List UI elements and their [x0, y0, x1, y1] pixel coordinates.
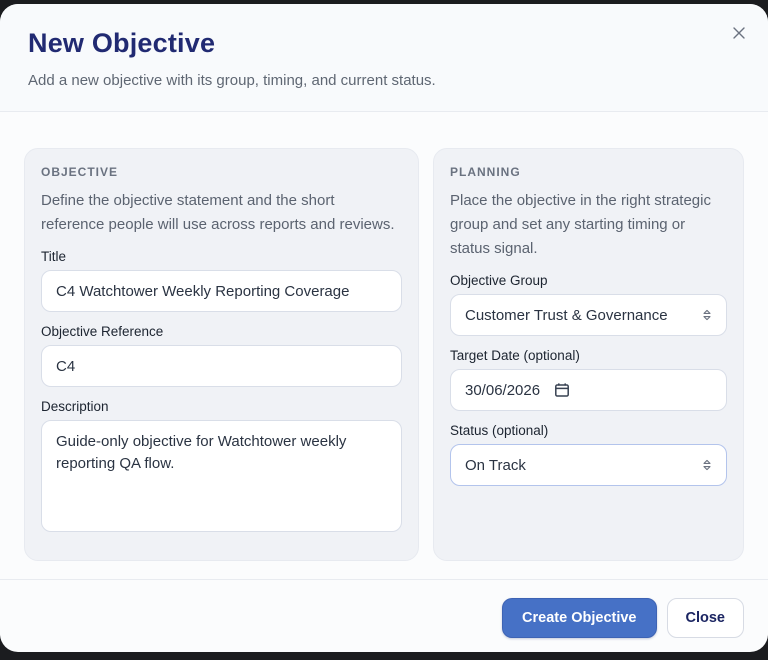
- dialog-body: OBJECTIVE Define the objective statement…: [0, 112, 768, 561]
- objective-group-select[interactable]: Customer Trust & Governance: [450, 294, 727, 336]
- objective-group-label: Objective Group: [450, 273, 548, 288]
- dialog-subtitle: Add a new objective with its group, timi…: [28, 72, 436, 89]
- new-objective-dialog: New Objective Add a new objective with i…: [0, 4, 768, 652]
- dialog-footer: Create Objective Close: [0, 579, 768, 652]
- calendar-icon[interactable]: [554, 382, 570, 398]
- close-icon: [732, 26, 746, 40]
- planning-panel-heading: PLANNING: [450, 165, 521, 179]
- target-date-input[interactable]: 30/06/2026: [450, 369, 727, 411]
- status-select[interactable]: On Track: [450, 444, 727, 486]
- status-label: Status (optional): [450, 423, 549, 438]
- objective-group-value: Customer Trust & Governance: [465, 306, 668, 324]
- planning-panel: PLANNING Place the objective in the righ…: [433, 148, 744, 561]
- title-input[interactable]: [41, 270, 402, 312]
- description-label: Description: [41, 399, 109, 414]
- create-objective-button[interactable]: Create Objective: [502, 598, 657, 638]
- objective-panel-heading: OBJECTIVE: [41, 165, 119, 179]
- title-label: Title: [41, 249, 67, 264]
- description-textarea[interactable]: Guide-only objective for Watchtower week…: [41, 420, 402, 532]
- objective-reference-input[interactable]: [41, 345, 402, 387]
- planning-panel-description: Place the objective in the right strateg…: [450, 192, 711, 257]
- close-dialog-button[interactable]: Close: [666, 598, 744, 638]
- dialog-title: New Objective: [28, 28, 216, 58]
- chevrons-up-down-icon: [700, 308, 714, 322]
- close-button[interactable]: [728, 22, 750, 44]
- status-value: On Track: [465, 456, 526, 474]
- dialog-header: New Objective Add a new objective with i…: [0, 4, 768, 112]
- chevrons-up-down-icon: [700, 458, 714, 472]
- objective-panel-description: Define the objective statement and the s…: [41, 192, 395, 233]
- objective-reference-label: Objective Reference: [41, 324, 164, 339]
- target-date-label: Target Date (optional): [450, 348, 580, 363]
- objective-panel: OBJECTIVE Define the objective statement…: [24, 148, 419, 561]
- target-date-value: 30/06/2026: [465, 381, 541, 399]
